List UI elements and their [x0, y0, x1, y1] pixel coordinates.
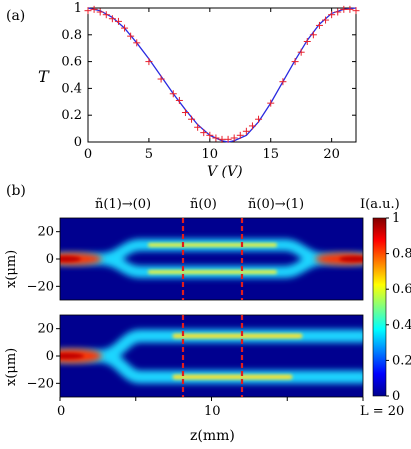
colorbar-tick-label: 1: [392, 211, 400, 226]
y-axis-label: T: [38, 67, 50, 86]
y-axis-label-upper: x(μm): [4, 250, 19, 288]
data-point: [291, 58, 299, 66]
data-point: [309, 31, 317, 39]
data-point: [175, 96, 183, 104]
data-point: [303, 38, 311, 45]
data-point: [230, 134, 238, 142]
data-point: [346, 5, 354, 13]
data-point: [188, 115, 196, 123]
fit-curve: [87, 7, 357, 143]
data-point: [157, 75, 165, 83]
colorbar-tick-label: 0.4: [392, 318, 411, 333]
data-point: [127, 32, 135, 40]
panel-a-label: (a): [6, 8, 25, 24]
data-point: [114, 17, 122, 25]
heatmap-lower: [59, 314, 364, 398]
x-tick-label: 10: [202, 147, 219, 162]
y-tick-label: −20: [27, 279, 54, 294]
dashed-boundaries: [181, 218, 244, 397]
colorbar-gradient: [372, 217, 387, 397]
x-tick-label: 5: [145, 147, 153, 162]
data-point: [121, 24, 129, 32]
y-tick-label: 0: [46, 252, 54, 267]
data-point: [267, 99, 275, 107]
colorbar: I(a.u.) 1 0.8 0.6 0.4 0.2 0: [360, 197, 411, 404]
data-point: [212, 134, 220, 142]
y-tick-label: 20: [37, 225, 54, 240]
line-chart: 0 5 10 15 20 0 0.2 0.4 0.6 0.8 1 V (V) T: [38, 1, 360, 180]
data-point: [255, 115, 263, 123]
heatmap-axis-ticks: 20 0 −20 20 0 −20: [27, 225, 364, 401]
data-point: [145, 58, 153, 66]
heatmap-chart: ñ(1)→(0) ñ(0) ñ(0)→(1): [4, 197, 411, 444]
y-tick-label: 0: [46, 349, 54, 364]
data-point: [169, 90, 177, 98]
x-tick-label: 0: [84, 147, 92, 162]
data-point: [102, 11, 110, 19]
y-tick-label: 0: [74, 135, 82, 150]
colorbar-tick-label: 0.2: [392, 353, 411, 368]
data-point: [352, 7, 360, 15]
x-tick-0: 0: [57, 404, 65, 419]
x-end-label: L = 20: [360, 404, 404, 419]
data-point: [242, 127, 250, 135]
y-tick-label: 20: [37, 322, 54, 337]
x-axis-label: z(mm): [190, 428, 235, 444]
region-label-middle: ñ(0): [190, 197, 217, 212]
data-point: [108, 15, 116, 23]
x-tick-label: 20: [323, 147, 340, 162]
data-point: [322, 16, 330, 24]
data-point: [84, 7, 92, 15]
axis-ticks: 0 5 10 15 20 0 0.2 0.4 0.6 0.8 1: [61, 1, 356, 162]
data-point: [334, 8, 342, 16]
data-point: [96, 8, 104, 16]
data-point: [133, 39, 141, 47]
data-point: [218, 135, 226, 143]
x-axis-label: V (V): [207, 164, 243, 180]
data-point: [200, 129, 208, 137]
data-point: [315, 21, 323, 29]
data-point: [297, 48, 305, 56]
data-point: [279, 78, 287, 86]
x-tick-label: 15: [262, 147, 279, 162]
data-point: [224, 135, 232, 143]
series-markers: [84, 5, 360, 143]
data-point: [194, 123, 202, 131]
y-tick-label: 0.4: [61, 81, 82, 96]
series-line: [87, 7, 357, 143]
y-tick-label: 1: [74, 1, 82, 16]
region-label-merge: ñ(0)→(1): [248, 197, 304, 212]
y-tick-label: 0.6: [61, 55, 82, 70]
data-point: [181, 109, 189, 117]
colorbar-tick-label: 0.8: [392, 247, 411, 262]
region-label-split: ñ(1)→(0): [95, 197, 151, 212]
colorbar-title: I(a.u.): [360, 197, 400, 212]
data-point: [248, 122, 256, 130]
data-point: [236, 131, 244, 139]
heatmap-upper: [59, 217, 364, 301]
colorbar-tick-label: 0: [392, 389, 400, 404]
data-point: [90, 5, 98, 13]
y-tick-label: 0.2: [61, 108, 82, 123]
data-point: [328, 11, 336, 19]
data-point: [340, 5, 348, 13]
panel-b-label: (b): [6, 183, 26, 199]
y-axis-label-lower: x(μm): [4, 348, 19, 386]
data-point: [206, 131, 214, 139]
colorbar-tick-label: 0.6: [392, 282, 411, 297]
y-tick-label: −20: [27, 376, 54, 391]
x-tick-10: 10: [204, 404, 221, 419]
colorbar-ticks: 1 0.8 0.6 0.4 0.2 0: [386, 211, 411, 404]
y-tick-label: 0.8: [61, 28, 82, 43]
